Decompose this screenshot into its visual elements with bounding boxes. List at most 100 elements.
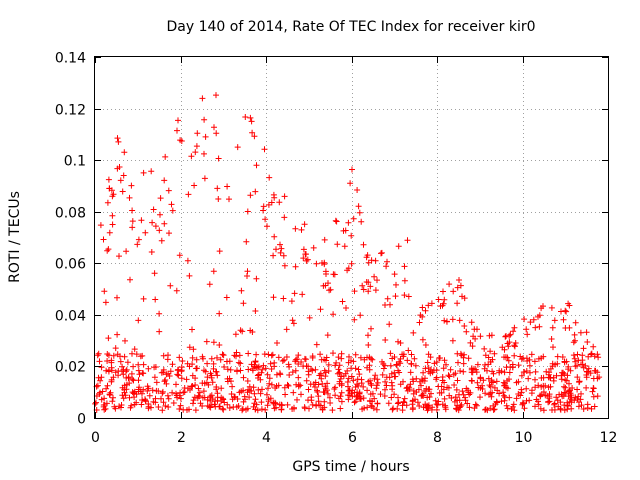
data-point xyxy=(295,352,302,359)
data-point xyxy=(585,365,592,372)
data-point xyxy=(562,307,569,314)
data-point xyxy=(535,401,542,408)
data-point xyxy=(224,378,231,385)
data-point xyxy=(149,387,156,394)
data-point xyxy=(268,366,275,372)
data-point xyxy=(310,244,317,251)
data-point xyxy=(388,379,395,386)
data-point xyxy=(488,378,495,385)
data-point xyxy=(562,390,569,397)
data-point xyxy=(124,359,131,366)
data-point xyxy=(454,377,461,384)
data-point xyxy=(574,374,581,381)
data-point xyxy=(540,407,547,414)
data-point xyxy=(319,260,325,266)
data-point xyxy=(395,399,402,406)
data-point xyxy=(210,268,217,275)
data-point xyxy=(506,332,513,339)
data-point xyxy=(345,265,352,272)
data-point xyxy=(139,390,145,397)
data-point xyxy=(451,398,458,405)
data-point xyxy=(374,376,381,383)
data-point xyxy=(149,219,156,226)
data-point xyxy=(408,351,415,358)
data-point xyxy=(473,402,480,409)
data-point xyxy=(529,387,535,394)
data-point xyxy=(350,377,357,384)
data-point xyxy=(151,374,158,381)
data-point xyxy=(323,271,329,277)
data-point xyxy=(367,398,373,405)
data-point xyxy=(220,352,227,359)
data-point xyxy=(313,341,320,348)
data-point xyxy=(401,292,408,299)
data-point xyxy=(200,388,207,395)
data-point xyxy=(574,395,581,402)
data-point xyxy=(156,328,163,335)
data-point xyxy=(104,351,111,357)
data-point xyxy=(523,397,530,404)
data-point xyxy=(442,406,449,413)
data-point xyxy=(244,273,250,279)
data-point xyxy=(518,386,525,393)
data-point xyxy=(161,220,168,227)
data-point xyxy=(104,199,111,206)
data-point xyxy=(351,316,358,323)
data-point xyxy=(278,401,285,408)
data-point xyxy=(292,356,299,363)
data-point xyxy=(159,390,166,397)
data-point xyxy=(303,257,310,264)
data-point xyxy=(327,286,334,293)
data-point xyxy=(570,339,577,346)
data-point xyxy=(218,394,225,401)
data-point xyxy=(449,337,456,344)
data-point xyxy=(336,369,343,376)
data-point xyxy=(253,162,260,169)
data-point xyxy=(224,183,231,190)
data-point xyxy=(108,364,115,371)
x-tick-labels: 0 2 4 6 8 10 12 xyxy=(91,430,617,446)
data-point xyxy=(503,364,510,371)
data-point xyxy=(295,383,302,390)
data-point xyxy=(387,350,394,357)
data-point xyxy=(409,401,416,408)
data-point xyxy=(317,402,324,409)
data-point xyxy=(540,353,547,360)
data-point xyxy=(371,273,378,280)
data-point xyxy=(268,199,275,206)
data-point xyxy=(201,175,208,182)
data-point xyxy=(466,391,473,398)
data-point xyxy=(95,374,102,381)
data-point xyxy=(294,396,300,403)
data-point xyxy=(262,406,269,413)
data-point xyxy=(460,360,467,367)
data-point xyxy=(566,380,572,387)
data-point xyxy=(189,361,196,368)
data-point xyxy=(400,398,407,405)
data-point xyxy=(346,353,352,360)
data-point xyxy=(135,361,142,368)
data-point xyxy=(103,367,110,374)
data-point xyxy=(120,172,127,179)
data-point xyxy=(271,233,278,240)
data-point xyxy=(135,317,142,324)
data-point xyxy=(268,352,275,359)
data-point xyxy=(199,95,206,102)
data-point xyxy=(338,398,345,405)
axis-ticks xyxy=(95,57,609,419)
data-point xyxy=(561,359,568,366)
data-point xyxy=(357,312,364,319)
data-point xyxy=(280,252,287,259)
data-point xyxy=(515,362,522,369)
data-point xyxy=(108,187,115,194)
data-point xyxy=(142,229,149,236)
data-point xyxy=(272,385,279,391)
data-point xyxy=(360,383,367,390)
data-point xyxy=(320,389,327,395)
data-point xyxy=(144,388,151,394)
data-point xyxy=(190,397,197,404)
data-point xyxy=(131,390,137,397)
data-point xyxy=(323,354,330,361)
x-tick-label: 0 xyxy=(91,430,100,446)
data-point xyxy=(535,313,541,320)
